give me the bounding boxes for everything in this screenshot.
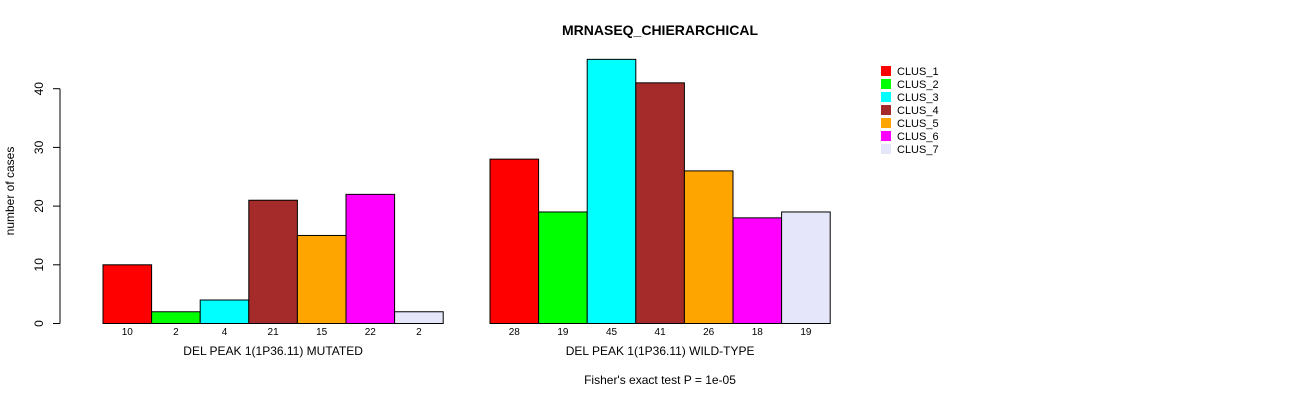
bar-clus-1-group-2: [489, 158, 540, 324]
bar-clus-6-group-1: [345, 193, 396, 324]
bar-value-label: 22: [365, 327, 377, 338]
legend-swatch: [881, 79, 891, 89]
legend-swatch: [881, 131, 891, 141]
bar-value-label: 18: [752, 327, 764, 338]
bar-clus-7-group-1: [394, 311, 444, 325]
bar-value-labels: 10 2 4 21 15 22 2 28 19 45 41 26 18 19: [122, 327, 812, 338]
y-tick-label: 20: [32, 199, 46, 213]
legend: CLUS_1CLUS_2CLUS_3CLUS_4CLUS_5CLUS_6CLUS…: [881, 66, 939, 156]
group-label-1: DEL PEAK 1(1P36.11) MUTATED: [183, 344, 363, 358]
legend-label: CLUS_3: [897, 92, 939, 104]
bar-clus-7-group-2: [781, 211, 831, 324]
bar-clus-4-group-1: [248, 199, 298, 324]
bar-clus-4-group-2: [635, 82, 685, 324]
bar-value-label: 2: [173, 327, 179, 338]
y-tick-label: 0: [32, 320, 46, 327]
bar-clus-5-group-2: [683, 170, 734, 324]
y-tick-label: 10: [32, 258, 46, 272]
bar-value-label: 26: [703, 327, 715, 338]
y-tick-label: 40: [32, 82, 46, 96]
legend-swatch: [881, 144, 891, 154]
bar-value-label: 28: [509, 327, 521, 338]
bar-value-label: 4: [222, 327, 228, 338]
legend-swatch: [881, 92, 891, 102]
legend-label: CLUS_1: [897, 66, 939, 78]
fisher-test-footnote: Fisher's exact test P = 1e-05: [584, 373, 736, 387]
bar-clus-3-group-1: [199, 299, 250, 324]
legend-label: CLUS_6: [897, 131, 939, 143]
legend-swatch: [881, 118, 891, 128]
y-axis-label: number of cases: [3, 147, 17, 236]
bar-clus-5-group-1: [296, 234, 347, 324]
bar-value-label: 21: [268, 327, 280, 338]
bar-clus-1-group-1: [102, 264, 153, 324]
group-label-2: DEL PEAK 1(1P36.11) WILD-TYPE: [566, 344, 755, 358]
legend-label: CLUS_4: [897, 105, 939, 117]
legend-swatch: [881, 66, 891, 76]
bars: [102, 58, 831, 325]
bar-value-label: 19: [800, 327, 812, 338]
y-tick-label: 30: [32, 140, 46, 154]
legend-label: CLUS_2: [897, 79, 939, 91]
legend-swatch: [881, 105, 891, 115]
legend-label: CLUS_5: [897, 118, 939, 130]
bar-value-label: 2: [416, 327, 422, 338]
chart-title: MRNASEQ_CHIERARCHICAL: [562, 22, 758, 38]
bar-value-label: 45: [606, 327, 618, 338]
bar-clus-2-group-1: [151, 311, 201, 325]
bar-value-label: 15: [316, 327, 328, 338]
y-axis: 0 10 20 30 40: [32, 82, 61, 327]
legend-label: CLUS_7: [897, 144, 939, 156]
bar-value-label: 10: [122, 327, 134, 338]
bar-clus-3-group-2: [586, 58, 637, 324]
group-labels: DEL PEAK 1(1P36.11) MUTATED DEL PEAK 1(1P…: [183, 344, 754, 358]
bar-value-label: 41: [655, 327, 667, 338]
bar-clus-6-group-2: [732, 217, 783, 324]
bar-clus-2-group-2: [538, 211, 588, 324]
bar-value-label: 19: [557, 327, 569, 338]
